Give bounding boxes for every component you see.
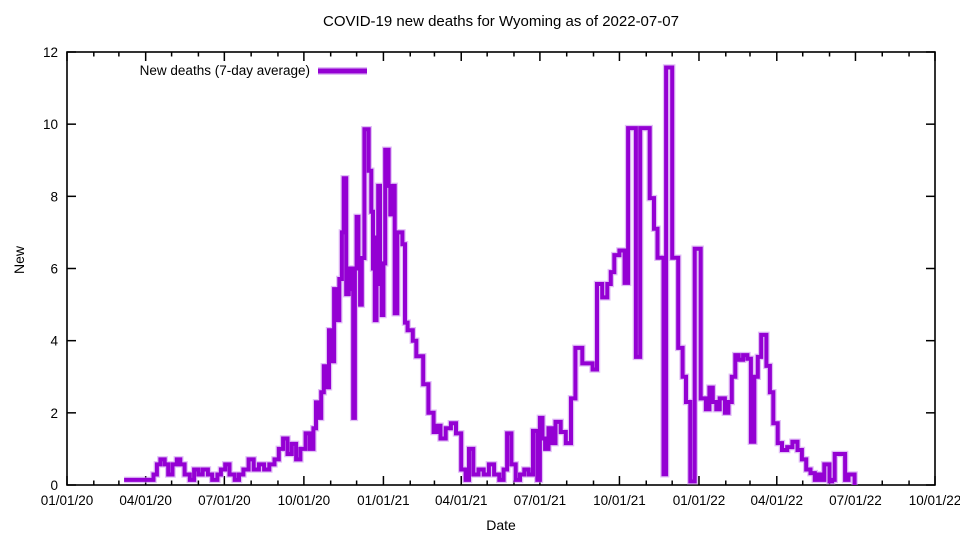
plot-border (66, 51, 936, 486)
data-series (124, 64, 858, 485)
x-tick-label: 01/01/20 (41, 493, 94, 508)
x-tick-label: 01/01/21 (357, 493, 410, 508)
y-tick-label: 10 (43, 117, 58, 132)
x-axis-label: Date (486, 517, 516, 533)
y-tick-label: 2 (50, 406, 58, 421)
x-tick-label: 04/01/22 (751, 493, 804, 508)
x-tick-label: 04/01/20 (119, 493, 172, 508)
axis-tick-labels: 01/01/20 04/01/20 07/01/20 10/01/20 01/01/21… (41, 45, 960, 508)
x-tick-label: 10/01/22 (909, 493, 960, 508)
y-tick-label: 6 (50, 262, 58, 277)
x-tick-label: 07/01/20 (198, 493, 251, 508)
x-tick-label: 01/01/22 (673, 493, 726, 508)
chart-title: COVID-19 new deaths for Wyoming as of 20… (323, 13, 679, 30)
legend-label: New deaths (7-day average) (139, 63, 310, 78)
x-tick-label: 10/01/21 (593, 493, 646, 508)
data-line (124, 65, 857, 485)
axis-ticks (66, 51, 936, 486)
data-line-halo (124, 64, 858, 485)
y-tick-label: 12 (43, 45, 58, 60)
y-tick-label: 4 (50, 334, 58, 349)
y-tick-label: 8 (50, 189, 58, 204)
y-tick-label: 0 (50, 478, 58, 493)
x-tick-label: 10/01/20 (278, 493, 331, 508)
x-tick-label: 07/01/21 (514, 493, 567, 508)
x-tick-label: 07/01/22 (829, 493, 882, 508)
x-tick-label: 04/01/21 (435, 493, 488, 508)
